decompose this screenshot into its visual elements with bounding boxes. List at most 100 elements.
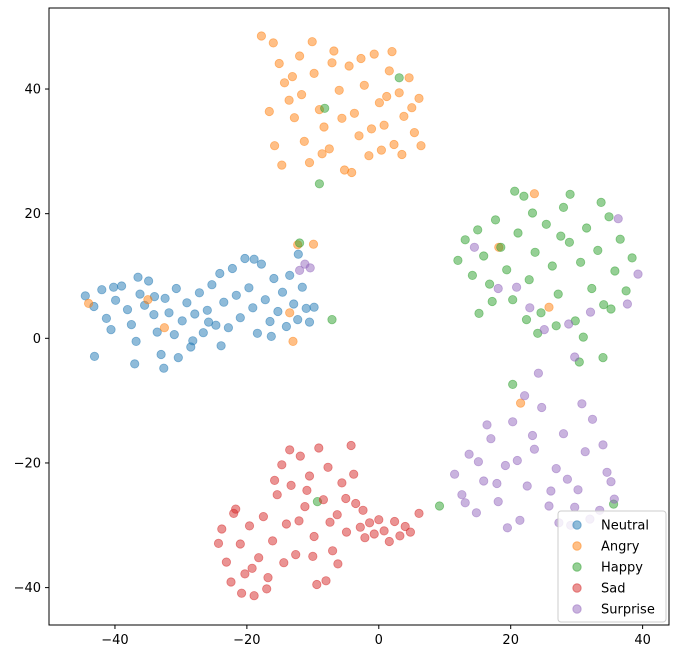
point-happy — [394, 73, 404, 83]
point-surprise — [457, 490, 467, 500]
point-angry — [364, 151, 374, 161]
legend-marker — [572, 562, 582, 572]
point-happy — [467, 270, 477, 280]
point-neutral — [301, 303, 311, 313]
x-tick-label: −20 — [233, 633, 260, 648]
point-surprise — [460, 498, 470, 508]
point-happy — [496, 242, 506, 252]
point-sad — [358, 505, 368, 515]
series-angry — [84, 31, 554, 408]
point-happy — [474, 308, 484, 318]
point-angry — [397, 149, 407, 160]
point-sad — [295, 451, 305, 461]
y-tick-label: 0 — [33, 332, 41, 347]
point-surprise — [562, 474, 573, 484]
point-sad — [226, 577, 236, 587]
legend: Neutral Angry Happy Sad Surprise — [557, 510, 667, 623]
point-neutral — [194, 288, 204, 298]
point-neutral — [126, 319, 136, 330]
legend-item: Sad — [572, 582, 625, 597]
legend-marker — [572, 583, 582, 593]
point-happy — [510, 186, 520, 196]
point-surprise — [564, 319, 574, 329]
series-surprise — [294, 214, 643, 533]
series-sad — [213, 440, 424, 601]
point-neutral — [160, 293, 170, 303]
point-sad — [395, 531, 405, 541]
point-surprise — [602, 467, 612, 477]
point-sad — [240, 569, 250, 579]
y-tick-label: 20 — [24, 207, 41, 222]
point-happy — [541, 219, 551, 229]
point-neutral — [289, 299, 299, 309]
point-angry — [289, 113, 299, 123]
point-neutral — [133, 272, 143, 282]
point-neutral — [235, 313, 245, 323]
point-happy — [453, 255, 463, 265]
point-happy — [587, 283, 597, 294]
point-happy — [598, 352, 608, 363]
point-surprise — [613, 214, 623, 224]
point-sad — [341, 527, 352, 537]
point-angry — [416, 141, 426, 151]
point-sad — [267, 536, 278, 546]
point-sad — [247, 563, 257, 573]
point-angry — [369, 49, 379, 59]
point-sad — [369, 529, 379, 539]
point-happy — [473, 225, 483, 235]
point-sad — [235, 539, 245, 549]
point-neutral — [122, 304, 133, 315]
legend-label: Happy — [601, 561, 643, 576]
point-happy — [556, 231, 566, 241]
point-sad — [346, 440, 356, 451]
point-angry — [299, 136, 309, 146]
point-surprise — [570, 352, 580, 362]
point-angry — [324, 144, 334, 154]
point-angry — [379, 120, 389, 130]
point-sad — [262, 584, 272, 594]
point-sad — [321, 576, 331, 586]
point-surprise — [544, 501, 554, 511]
point-surprise — [515, 515, 525, 525]
point-sad — [318, 495, 328, 505]
point-angry — [366, 124, 377, 134]
point-sad — [304, 471, 315, 481]
point-neutral — [97, 285, 107, 295]
point-sad — [379, 526, 389, 536]
point-neutral — [252, 328, 262, 338]
point-neutral — [309, 302, 319, 312]
point-happy — [578, 332, 588, 342]
y-tick-label: −20 — [14, 456, 41, 471]
point-sad — [213, 538, 224, 549]
point-happy — [327, 314, 337, 325]
point-angry — [544, 302, 554, 312]
point-sad — [400, 521, 410, 532]
point-angry — [334, 85, 344, 95]
point-surprise — [558, 429, 569, 439]
point-sad — [308, 551, 318, 562]
point-neutral — [304, 317, 315, 327]
point-sad — [272, 490, 282, 500]
point-neutral — [149, 309, 159, 320]
legend-item: Happy — [572, 561, 643, 576]
point-surprise — [533, 368, 544, 378]
point-surprise — [493, 283, 503, 294]
point-sad — [221, 557, 231, 567]
x-tick-label: 40 — [634, 633, 651, 648]
point-angry — [359, 80, 369, 90]
point-neutral — [293, 249, 303, 259]
point-angry — [529, 189, 540, 199]
point-surprise — [551, 463, 561, 474]
legend-item: Angry — [572, 540, 640, 555]
point-neutral — [190, 309, 200, 319]
point-surprise — [492, 478, 502, 489]
point-angry — [384, 66, 394, 76]
point-happy — [564, 237, 575, 247]
point-happy — [581, 223, 592, 233]
point-surprise — [580, 447, 590, 457]
point-neutral — [111, 295, 121, 305]
point-neutral — [249, 254, 259, 264]
point-happy — [513, 228, 523, 238]
point-happy — [615, 234, 625, 244]
